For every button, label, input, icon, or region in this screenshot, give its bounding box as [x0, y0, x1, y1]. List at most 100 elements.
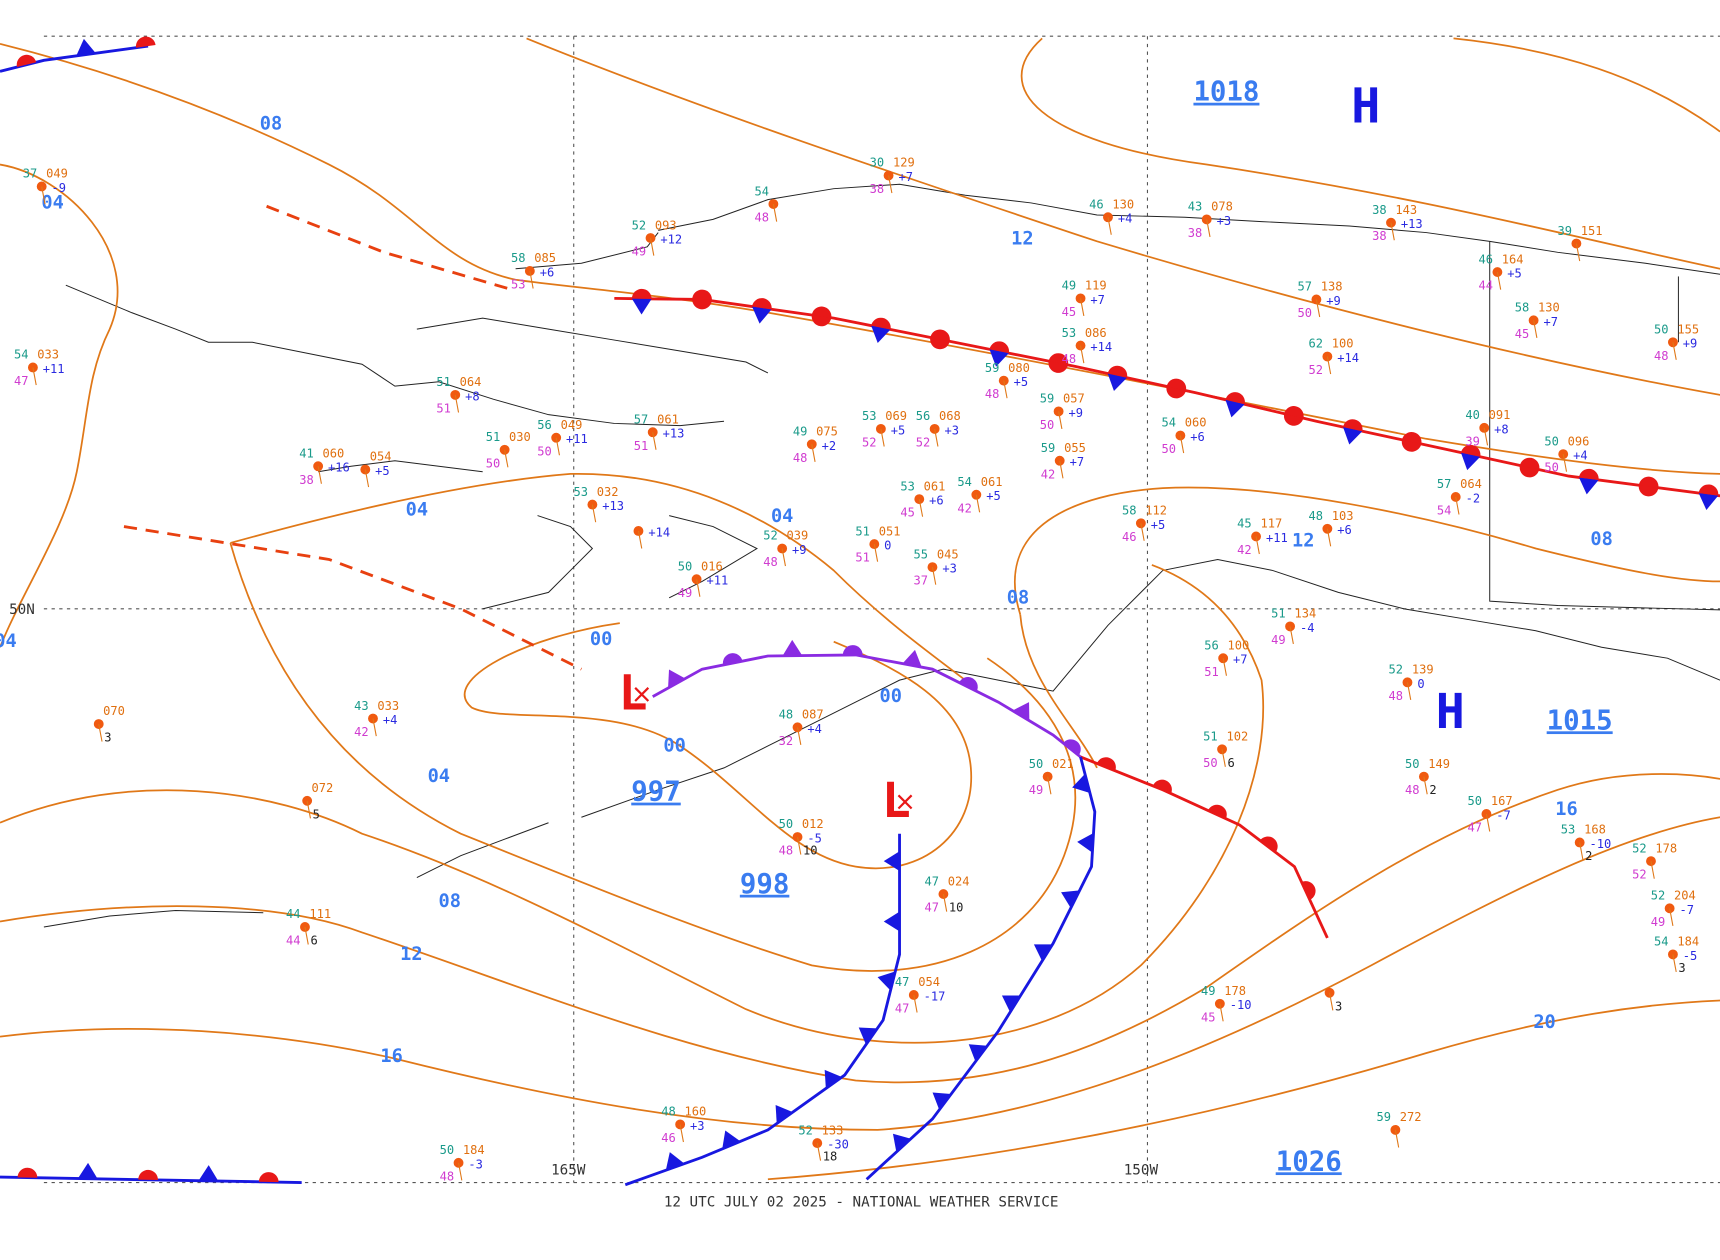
dewpoint: 45: [900, 506, 915, 520]
temperature: 30: [870, 156, 885, 170]
pressure: 129: [893, 156, 915, 170]
wind-barb: [1669, 908, 1674, 926]
central-pressure: 1015: [1547, 705, 1613, 736]
wind-barb: [306, 800, 311, 819]
wind-barb: [504, 449, 509, 468]
front-triangle: [877, 971, 896, 991]
temperature: 53: [573, 485, 588, 499]
front-triangle: [668, 669, 686, 689]
dewpoint: 52: [916, 435, 931, 449]
tendency: +11: [1266, 531, 1288, 545]
wind-barb: [1485, 813, 1491, 832]
tendency: +16: [328, 461, 350, 475]
front-semicircle: [1638, 476, 1659, 488]
front-semicircle: [631, 288, 652, 299]
temperature: 54: [14, 348, 29, 362]
dewpoint: 54: [1437, 503, 1452, 517]
front-triangle: [631, 298, 652, 315]
front-line: [266, 204, 516, 293]
temperature: 40: [1465, 408, 1480, 422]
front-triangle: [77, 1162, 98, 1179]
dewpoint: 46: [1122, 530, 1137, 544]
dewpoint: 48: [1405, 783, 1420, 797]
tendency: -4: [1300, 621, 1315, 635]
tendency: -7: [1680, 903, 1695, 917]
temperature: 55: [914, 547, 929, 561]
tendency: +5: [1151, 518, 1166, 532]
tendency: -9: [52, 181, 67, 195]
wind-barb: [1483, 427, 1489, 446]
isobar-label: 08: [439, 891, 461, 912]
weather: 5: [313, 807, 320, 821]
isobar-label: 00: [880, 686, 902, 707]
pressure: 112: [1145, 503, 1167, 517]
front-triangle: [1033, 944, 1053, 962]
tendency: +6: [929, 494, 944, 508]
pressure: 204: [1674, 889, 1696, 903]
front-semicircle: [1460, 444, 1481, 457]
front-triangle: [1077, 832, 1094, 853]
front-semicircle: [1048, 361, 1069, 373]
dewpoint: 53: [511, 278, 526, 292]
isobar-label: 04: [771, 506, 793, 527]
front-semicircle: [989, 341, 1010, 354]
wind-barb: [1107, 217, 1112, 235]
station-circle: [1054, 455, 1065, 466]
pressure: 070: [103, 704, 125, 718]
pressure-center: H: [1351, 79, 1380, 135]
wind-barb: [1394, 1129, 1400, 1148]
tendency: +14: [648, 525, 670, 539]
dewpoint: 50: [1203, 756, 1218, 770]
dewpoint: 45: [1062, 305, 1077, 319]
wind-barb: [32, 367, 37, 386]
pressure: 016: [701, 559, 723, 573]
station-circle: [1135, 518, 1146, 529]
dewpoint: 45: [1515, 327, 1530, 341]
front-semicircle: [1207, 804, 1227, 819]
front-triangle: [1072, 773, 1090, 794]
front-semicircle: [959, 677, 978, 692]
front-semicircle: [1519, 457, 1540, 470]
central-pressure: 1026: [1276, 1146, 1342, 1177]
temperature: 43: [354, 699, 369, 713]
front-line: [624, 833, 901, 1187]
wind-barb: [1406, 682, 1412, 700]
wind-barb: [1289, 626, 1294, 645]
wind-barb: [1326, 356, 1332, 375]
front-semicircle: [1301, 881, 1316, 900]
pressure: 160: [685, 1105, 707, 1119]
front-semicircle: [1096, 757, 1116, 771]
dewpoint: 52: [1632, 868, 1647, 882]
dewpoint: 42: [1041, 467, 1056, 481]
wind-barb: [679, 1124, 684, 1143]
pressure: 057: [1063, 392, 1085, 406]
wind-barb: [1423, 776, 1428, 795]
weather: 2: [1585, 849, 1592, 863]
pressure: 111: [309, 907, 331, 921]
dewpoint: 48: [763, 555, 778, 569]
pressure: 061: [924, 479, 946, 493]
wind-barb: [942, 893, 948, 912]
dewpoint: 51: [436, 401, 451, 415]
tendency: +5: [986, 489, 1001, 503]
pressure: 184: [1677, 935, 1699, 949]
tendency: +7: [1070, 455, 1085, 469]
dewpoint: 50: [1040, 418, 1055, 432]
isobar-label: 04: [0, 631, 17, 652]
isobars: [0, 37, 1720, 1181]
pressure: 138: [1321, 280, 1343, 294]
pressure: 164: [1502, 252, 1524, 266]
pressure: 069: [885, 409, 907, 423]
wind-barb: [696, 579, 701, 597]
temperature: 50: [1468, 794, 1483, 808]
weather: 6: [1228, 756, 1235, 770]
pressure: 086: [1085, 326, 1107, 340]
tendency: -5: [1683, 949, 1698, 963]
front-semicircle: [1283, 413, 1304, 426]
pressure: 061: [981, 475, 1003, 489]
temperature: 41: [299, 446, 314, 460]
front-semicircle: [138, 1169, 158, 1180]
wind-barb: [1575, 243, 1581, 262]
front-triangle: [1107, 373, 1127, 392]
tendency: +5: [891, 423, 906, 437]
